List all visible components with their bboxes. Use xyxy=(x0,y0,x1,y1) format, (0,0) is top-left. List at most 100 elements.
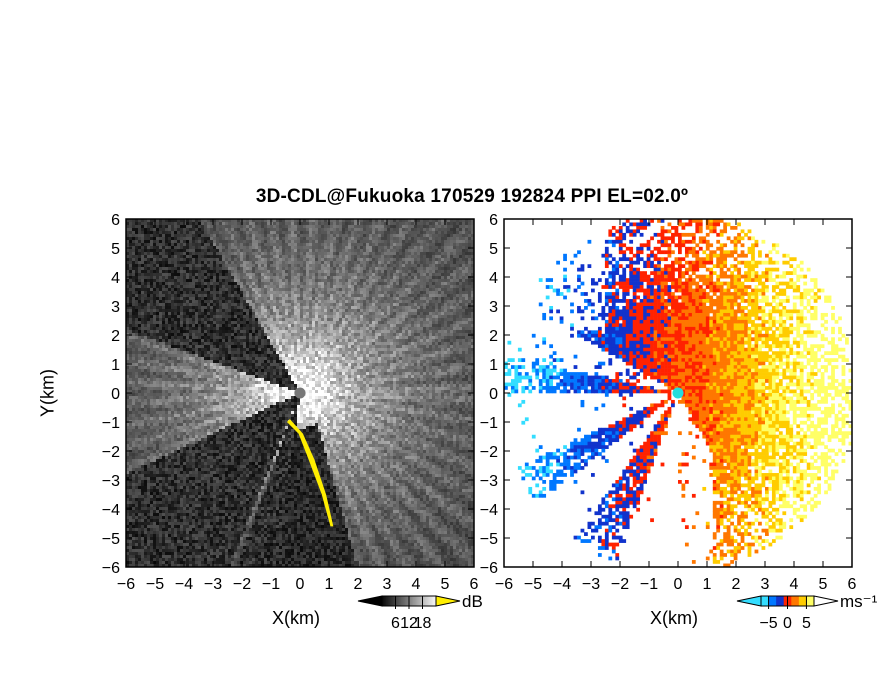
y-tick-label: 3 xyxy=(489,299,498,316)
x-tick-label: 4 xyxy=(790,576,799,593)
x-tick-label: −3 xyxy=(582,576,600,593)
colorbar-swatch xyxy=(415,596,418,606)
colorbar-tick-label: 12 xyxy=(400,615,418,632)
x-tick-label: −4 xyxy=(553,576,571,593)
colorbar-swatch xyxy=(427,596,430,606)
colorbar-swatch xyxy=(411,596,414,606)
y-tick-label: 5 xyxy=(489,241,498,258)
y-tick-label: −6 xyxy=(102,560,120,577)
colorbar-swatch xyxy=(431,596,434,606)
clutter-band xyxy=(286,419,334,527)
colorbar-swatch xyxy=(383,596,386,606)
colorbar-swatch xyxy=(776,596,785,606)
colorbar-swatch xyxy=(413,596,415,606)
y-tick-label: 6 xyxy=(111,212,120,229)
y-tick-label: −5 xyxy=(102,531,120,548)
colorbar-swatch xyxy=(417,596,419,606)
colorbar-swatch xyxy=(388,596,391,606)
y-tick-label: −4 xyxy=(102,502,120,519)
x-tick-label: −4 xyxy=(175,576,193,593)
colorbar-tick-label: 6 xyxy=(391,615,400,632)
y-tick-label: 3 xyxy=(111,299,120,316)
velocity-panel: −6 −5 −4 −3 −2 −1 0 1 2 3 4 5 6 −6 −5 −4 −3 −2 −1 0 1 2 3 4 5 6 xyxy=(480,212,857,593)
colorbar-swatch xyxy=(425,596,427,606)
x-tick-label: 0 xyxy=(674,576,683,593)
x-tick-label: 4 xyxy=(412,576,421,593)
colorbar-swatch xyxy=(798,596,807,606)
colorbar-swatch xyxy=(410,596,413,606)
colorbar-swatch xyxy=(433,596,436,606)
colorbar-swatch xyxy=(395,596,398,606)
velocity-colorbar: −5 0 5 ms⁻¹ xyxy=(736,592,878,632)
y-tick-label: −1 xyxy=(102,415,120,432)
x-tick-label: 0 xyxy=(296,576,305,593)
colorbar-swatch xyxy=(429,596,431,606)
x-tick-label: −1 xyxy=(640,576,658,593)
colorbar-tick-label: 5 xyxy=(802,615,811,632)
y-tick-label: 0 xyxy=(111,386,120,403)
y-tick-label: 2 xyxy=(111,328,120,345)
colorbar-swatch xyxy=(396,596,399,606)
x-tick-label: −2 xyxy=(233,576,251,593)
x-axis-label-left: X(km) xyxy=(272,608,320,628)
colorbar-swatch xyxy=(403,596,406,606)
colorbar-swatch xyxy=(382,596,384,606)
colorbar-extend-low xyxy=(357,595,383,607)
x-tick-label: 6 xyxy=(848,576,857,593)
colorbar-swatch xyxy=(423,596,426,606)
y-tick-label: −3 xyxy=(102,473,120,490)
colorbar-swatch xyxy=(404,596,407,606)
chart-title: 3D-CDL@Fukuoka 170529 192824 PPI EL=02.0… xyxy=(255,186,689,207)
y-tick-label: −1 xyxy=(480,415,498,432)
colorbar-swatch xyxy=(426,596,429,606)
x-tick-label: 3 xyxy=(761,576,770,593)
x-axis-label-right: X(km) xyxy=(650,608,698,628)
colorbar-extend-low xyxy=(736,595,762,607)
colorbar-swatch xyxy=(390,596,392,606)
colorbar-tick-label: −5 xyxy=(759,615,777,632)
y-tick-label: 0 xyxy=(489,386,498,403)
colorbar-tick-label: 18 xyxy=(414,615,432,632)
colorbar-swatch xyxy=(791,596,800,606)
colorbar-unit: dB xyxy=(462,592,483,611)
colorbar-unit: ms⁻¹ xyxy=(840,592,878,611)
colorbar-swatch xyxy=(398,596,400,606)
x-tick-label: −5 xyxy=(524,576,542,593)
colorbar-swatch xyxy=(402,596,404,606)
x-tick-label: −2 xyxy=(611,576,629,593)
reflectivity-field xyxy=(126,219,474,567)
x-tick-label: 2 xyxy=(732,576,741,593)
colorbar-swatch xyxy=(400,596,403,606)
x-tick-label: −6 xyxy=(117,576,135,593)
y-tick-label: −6 xyxy=(480,560,498,577)
colorbar-swatch xyxy=(392,596,395,606)
reflectivity-panel: −6 −5 −4 −3 −2 −1 0 1 2 3 4 5 6 −6 −5 −4 −3 −2 −1 0 1 2 3 4 5 6 xyxy=(102,212,479,593)
colorbar-extend-high xyxy=(435,595,461,607)
colorbar-extend-high xyxy=(813,595,839,607)
colorbar-swatch xyxy=(414,596,417,606)
x-tick-label: −6 xyxy=(495,576,513,593)
x-tick-label: 5 xyxy=(441,576,450,593)
y-tick-label: 4 xyxy=(111,270,120,287)
x-tick-label: 2 xyxy=(354,576,363,593)
colorbar-swatch xyxy=(387,596,390,606)
colorbar-swatch xyxy=(384,596,387,606)
x-tick-label: 6 xyxy=(470,576,479,593)
x-tick-label: −5 xyxy=(146,576,164,593)
y-tick-label: −4 xyxy=(480,502,498,519)
colorbar-swatch xyxy=(391,596,394,606)
colorbar-swatch xyxy=(418,596,421,606)
colorbar-swatch xyxy=(419,596,422,606)
x-tick-label: −1 xyxy=(262,576,280,593)
radar-site-marker xyxy=(672,387,684,399)
y-tick-label: −3 xyxy=(480,473,498,490)
colorbar-swatch xyxy=(761,596,769,606)
x-tick-label: −3 xyxy=(204,576,222,593)
colorbar-tick-label: 0 xyxy=(783,615,792,632)
y-tick-label: −5 xyxy=(480,531,498,548)
colorbar-swatch xyxy=(406,596,409,606)
colorbar-swatch xyxy=(409,596,411,606)
x-tick-label: 1 xyxy=(325,576,334,593)
